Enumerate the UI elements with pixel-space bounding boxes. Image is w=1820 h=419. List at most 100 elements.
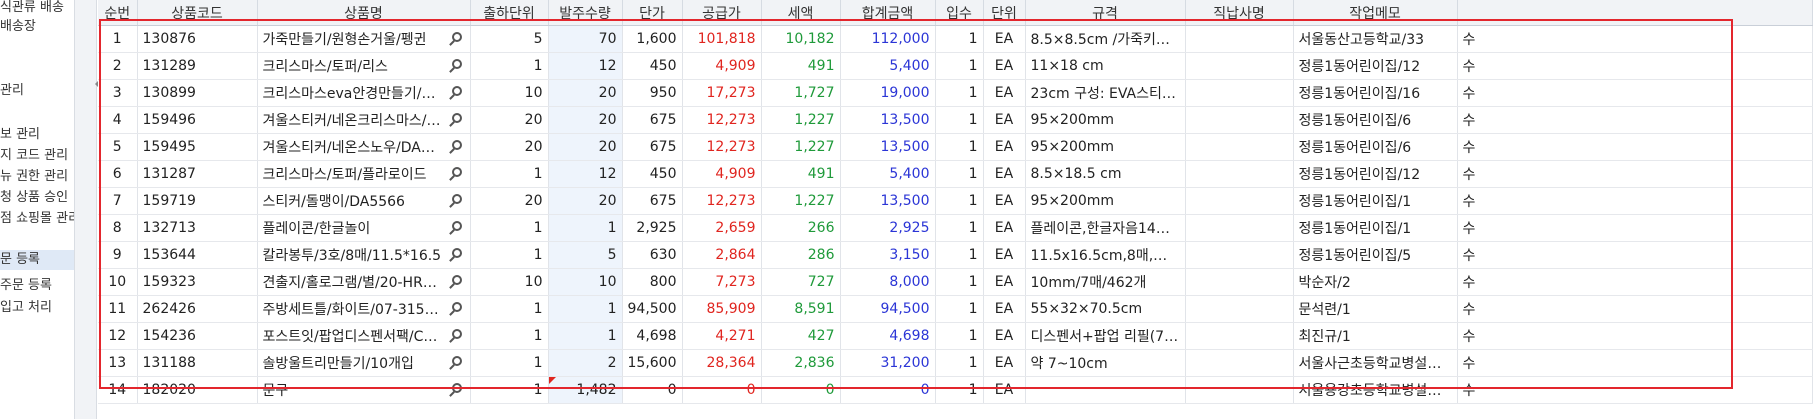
cell-row-no[interactable]: 12 — [98, 322, 138, 350]
cell-unit-price[interactable]: 0 — [622, 376, 683, 404]
cell-ship-unit[interactable]: 1 — [470, 376, 549, 404]
cell-total-amount[interactable]: 31,200 — [840, 349, 936, 377]
cell-spec[interactable]: 11×18 cm — [1025, 52, 1186, 80]
cell-order-qty[interactable]: 5 — [548, 241, 623, 269]
cell-unit-price[interactable]: 675 — [622, 133, 683, 161]
search-icon[interactable] — [451, 140, 462, 150]
cell-tax-amount[interactable]: 286 — [761, 241, 841, 269]
cell-order-qty[interactable]: 20 — [548, 106, 623, 134]
cell-row-no[interactable]: 13 — [98, 349, 138, 377]
cell-pack-count[interactable]: 1 — [935, 52, 984, 80]
cell-extra[interactable]: 수 — [1457, 79, 1813, 107]
cell-product-code[interactable]: 131188 — [137, 349, 258, 377]
search-icon[interactable] — [451, 248, 462, 258]
cell-total-amount[interactable]: 4,698 — [840, 322, 936, 350]
cell-work-memo[interactable]: 정릉1동어린이집/5 — [1293, 241, 1458, 269]
cell-unit[interactable]: EA — [983, 376, 1026, 404]
cell-total-amount[interactable]: 5,400 — [840, 52, 936, 80]
cell-unit[interactable]: EA — [983, 187, 1026, 215]
cell-product-code[interactable]: 130876 — [137, 25, 258, 53]
cell-work-memo[interactable]: 문석련/1 — [1293, 295, 1458, 323]
table-row[interactable]: 6 131287 크리스마스/토퍼/플라로이드 1 12 450 4,909 491 5,400… — [98, 160, 1813, 188]
cell-row-no[interactable]: 7 — [98, 187, 138, 215]
cell-extra[interactable]: 수 — [1457, 133, 1813, 161]
cell-tax-amount[interactable]: 1,227 — [761, 106, 841, 134]
table-row[interactable]: 14 182020 문구 1 1,482 0 0 0 0 1 EA 서울용강초등학교병설유치... 수 — [98, 376, 1813, 404]
sidebar-item-product-approval[interactable]: 청 상품 승인 — [0, 190, 69, 204]
cell-product-code[interactable]: 153644 — [137, 241, 258, 269]
cell-supply-amount[interactable]: 4,909 — [682, 52, 762, 80]
cell-ship-unit[interactable]: 1 — [470, 349, 549, 377]
cell-work-memo[interactable]: 정릉1동어린이집/12 — [1293, 160, 1458, 188]
col-header-extra[interactable] — [1457, 0, 1813, 26]
cell-order-qty[interactable]: 70 — [548, 25, 623, 53]
cell-supply-amount[interactable]: 17,273 — [682, 79, 762, 107]
cell-vendor[interactable] — [1185, 295, 1294, 323]
cell-spec[interactable]: 플레이콘,한글자음14개,모... — [1025, 214, 1186, 242]
cell-extra[interactable]: 수 — [1457, 25, 1813, 53]
col-header-tax[interactable]: 세액 — [761, 0, 841, 26]
col-header-total[interactable]: 합계금액 — [840, 0, 936, 26]
cell-order-qty[interactable]: 1 — [548, 295, 623, 323]
cell-supply-amount[interactable]: 4,271 — [682, 322, 762, 350]
cell-pack-count[interactable]: 1 — [935, 295, 984, 323]
table-row[interactable]: 12 154236 포스트잇/팝업디스펜서팩/C4214 1 1 4,698 4,271 42… — [98, 322, 1813, 350]
cell-unit-price[interactable]: 630 — [622, 241, 683, 269]
sidebar-item-code-manage[interactable]: 지 코드 관리 — [0, 148, 69, 162]
cell-vendor[interactable] — [1185, 187, 1294, 215]
cell-vendor[interactable] — [1185, 79, 1294, 107]
cell-unit[interactable]: EA — [983, 133, 1026, 161]
sidebar-splitter[interactable] — [74, 0, 99, 419]
cell-extra[interactable]: 수 — [1457, 187, 1813, 215]
cell-product-name[interactable]: 견출지/홀로그램/별/20-HR355/금색 — [257, 268, 471, 296]
cell-product-name[interactable]: 크리스마스eva안경만들기/산타 — [257, 79, 471, 107]
cell-extra[interactable]: 수 — [1457, 376, 1813, 404]
cell-tax-amount[interactable]: 10,182 — [761, 25, 841, 53]
cell-spec[interactable]: 약 7~10cm — [1025, 349, 1186, 377]
cell-unit[interactable]: EA — [983, 241, 1026, 269]
cell-product-code[interactable]: 131289 — [137, 52, 258, 80]
cell-total-amount[interactable]: 0 — [840, 376, 936, 404]
cell-extra[interactable]: 수 — [1457, 52, 1813, 80]
search-icon[interactable] — [451, 167, 462, 177]
search-icon[interactable] — [451, 113, 462, 123]
cell-order-qty[interactable]: 20 — [548, 187, 623, 215]
cell-total-amount[interactable]: 13,500 — [840, 133, 936, 161]
cell-total-amount[interactable]: 5,400 — [840, 160, 936, 188]
cell-pack-count[interactable]: 1 — [935, 268, 984, 296]
cell-order-qty[interactable]: 20 — [548, 133, 623, 161]
cell-tax-amount[interactable]: 427 — [761, 322, 841, 350]
cell-product-name[interactable]: 칼라봉투/3호/8매/11.5*16.5 — [257, 241, 471, 269]
cell-row-no[interactable]: 3 — [98, 79, 138, 107]
cell-product-code[interactable]: 159323 — [137, 268, 258, 296]
cell-total-amount[interactable]: 3,150 — [840, 241, 936, 269]
cell-vendor[interactable] — [1185, 52, 1294, 80]
search-icon[interactable] — [451, 356, 462, 366]
search-icon[interactable] — [451, 302, 462, 312]
cell-tax-amount[interactable]: 1,727 — [761, 79, 841, 107]
cell-pack-count[interactable]: 1 — [935, 133, 984, 161]
table-row[interactable]: 9 153644 칼라봉투/3호/8매/11.5*16.5 1 5 630 2,864 286… — [98, 241, 1813, 269]
cell-supply-amount[interactable]: 12,273 — [682, 133, 762, 161]
cell-unit-price[interactable]: 675 — [622, 187, 683, 215]
cell-total-amount[interactable]: 2,925 — [840, 214, 936, 242]
cell-unit[interactable]: EA — [983, 349, 1026, 377]
table-row[interactable]: 5 159495 겨울스티커/네온스노우/DA5548 20 20 675 12,273 1,… — [98, 133, 1813, 161]
cell-pack-count[interactable]: 1 — [935, 214, 984, 242]
cell-ship-unit[interactable]: 1 — [470, 295, 549, 323]
col-header-unit[interactable]: 단위 — [983, 0, 1026, 26]
cell-order-qty[interactable]: 1 — [548, 322, 623, 350]
cell-row-no[interactable]: 10 — [98, 268, 138, 296]
cell-extra[interactable]: 수 — [1457, 295, 1813, 323]
search-icon[interactable] — [451, 194, 462, 204]
col-header-code[interactable]: 상품코드 — [137, 0, 258, 26]
sidebar-item-shop-manage[interactable]: 점 쇼핑몰 관리 — [0, 211, 74, 225]
cell-product-name[interactable]: 포스트잇/팝업디스펜서팩/C4214 — [257, 322, 471, 350]
cell-pack-count[interactable]: 1 — [935, 322, 984, 350]
cell-tax-amount[interactable]: 491 — [761, 52, 841, 80]
cell-unit[interactable]: EA — [983, 160, 1026, 188]
cell-unit[interactable]: EA — [983, 322, 1026, 350]
cell-vendor[interactable] — [1185, 160, 1294, 188]
cell-supply-amount[interactable]: 12,273 — [682, 106, 762, 134]
cell-order-qty[interactable]: 20 — [548, 79, 623, 107]
